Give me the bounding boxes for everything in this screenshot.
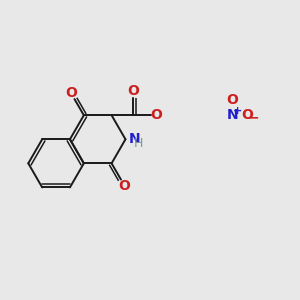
Text: N: N	[226, 108, 238, 122]
Text: O: O	[151, 108, 162, 122]
Text: O: O	[127, 84, 139, 98]
Text: H: H	[134, 137, 143, 150]
Text: −: −	[248, 110, 260, 124]
Text: +: +	[233, 106, 242, 116]
Text: N: N	[129, 132, 140, 146]
Text: O: O	[241, 108, 253, 122]
Text: O: O	[119, 179, 130, 193]
Text: O: O	[226, 93, 238, 107]
Text: O: O	[65, 85, 77, 100]
